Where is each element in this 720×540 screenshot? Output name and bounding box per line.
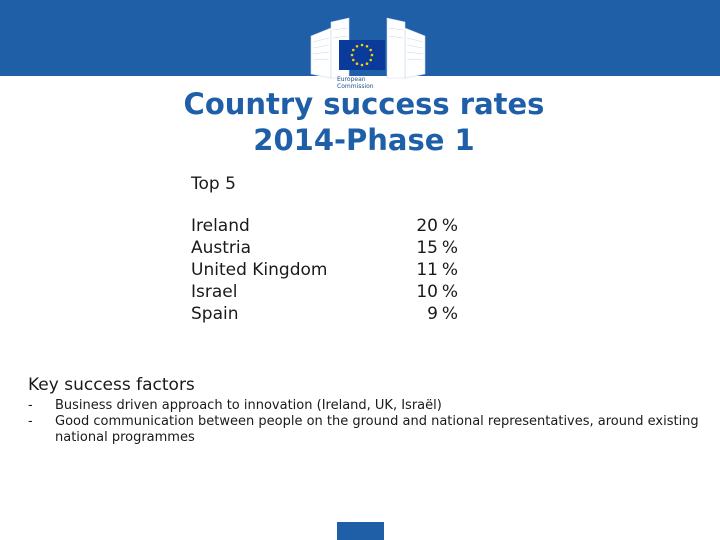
factor-item: - Good communication between people on t… — [28, 414, 708, 446]
rate-unit: % — [441, 216, 458, 236]
country-name: Ireland — [191, 216, 250, 236]
logo-text-line1: European — [337, 76, 366, 83]
rate-row: 9% — [398, 303, 458, 325]
rate-value: 10 — [416, 282, 438, 302]
rate-row: 11% — [398, 259, 458, 281]
factors-heading: Key success factors — [28, 375, 195, 395]
factor-bullet: - — [28, 398, 33, 413]
top5-heading: Top 5 — [191, 174, 236, 194]
rate-value: 9 — [427, 304, 438, 324]
country-name: United Kingdom — [191, 260, 328, 280]
logo-text-line2: Commission — [337, 83, 374, 90]
rate-value: 15 — [416, 238, 438, 258]
title-line-1: Country success rates — [183, 87, 545, 121]
european-commission-logo — [310, 17, 426, 79]
factor-item: - Business driven approach to innovation… — [28, 398, 708, 414]
rate-row: 20% — [398, 215, 458, 237]
country-name: Austria — [191, 238, 252, 258]
eu-flag-stars — [350, 43, 374, 67]
rate-unit: % — [441, 304, 458, 324]
country-list: Ireland Austria United Kingdom Israel Sp… — [191, 215, 327, 325]
factor-bullet: - — [28, 414, 33, 429]
rate-row: 15% — [398, 237, 458, 259]
page-title: Country success rates 2014-Phase 1 — [0, 86, 720, 158]
rate-unit: % — [441, 260, 458, 280]
footer-accent-bar — [337, 522, 384, 540]
rate-unit: % — [441, 238, 458, 258]
country-name: Spain — [191, 304, 239, 324]
factors-list: - Business driven approach to innovation… — [28, 398, 708, 446]
country-name: Israel — [191, 282, 238, 302]
rate-value: 20 — [416, 216, 438, 236]
factor-text: Good communication between people on the… — [55, 414, 699, 445]
title-line-2: 2014-Phase 1 — [253, 123, 475, 157]
factor-text: Business driven approach to innovation (… — [55, 398, 442, 413]
logo-text: European Commission — [337, 76, 397, 90]
rate-row: 10% — [398, 281, 458, 303]
rate-value: 11 — [416, 260, 438, 280]
rate-unit: % — [441, 282, 458, 302]
rate-list: 20% 15% 11% 10% 9% — [398, 215, 458, 325]
